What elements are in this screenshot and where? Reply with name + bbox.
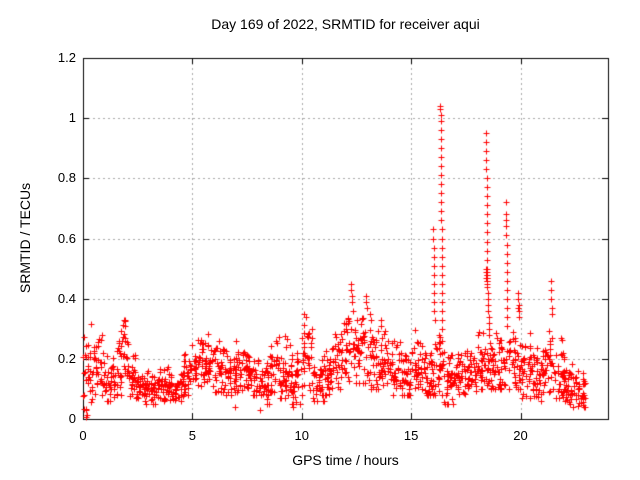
y-tick-label: 0.2 [57,350,76,366]
y-tick-label: 0 [68,411,76,426]
y-tick-label: 1.2 [57,50,76,65]
x-axis-label: GPS time / hours [292,452,399,468]
x-tick-label: 10 [294,428,309,443]
x-tick-label: 15 [403,428,419,443]
y-tick-label: 0.4 [57,290,76,306]
x-tick-label: 20 [513,428,528,443]
x-tick-label: 5 [188,428,196,443]
y-tick-label: 0.6 [57,230,76,246]
x-tick-label: 0 [79,428,87,443]
y-tick-label: 0.8 [57,170,76,186]
chart-title: Day 169 of 2022, SRMTID for receiver aqu… [211,16,480,32]
y-tick-label: 1 [68,110,76,126]
